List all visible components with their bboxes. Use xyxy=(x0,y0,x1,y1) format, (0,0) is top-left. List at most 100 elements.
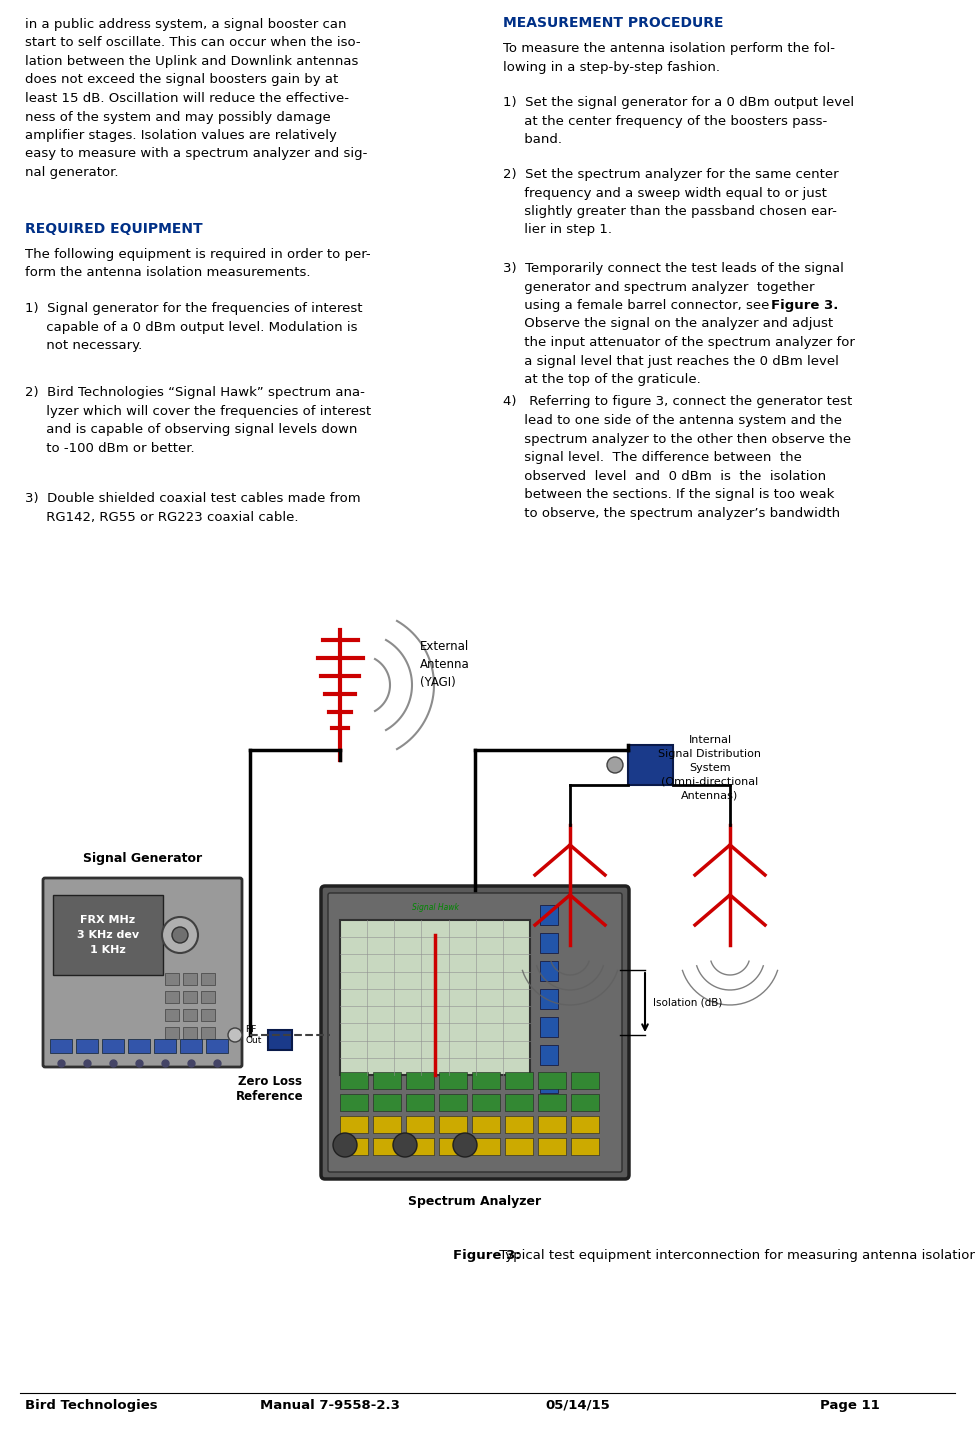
Text: The following equipment is required in order to per-: The following equipment is required in o… xyxy=(25,248,370,260)
Bar xyxy=(340,1072,368,1089)
Text: lyzer which will cover the frequencies of interest: lyzer which will cover the frequencies o… xyxy=(25,405,371,418)
Bar xyxy=(201,1027,215,1039)
Bar xyxy=(540,904,558,924)
Bar xyxy=(183,1027,197,1039)
Text: spectrum analyzer to the other then observe the: spectrum analyzer to the other then obse… xyxy=(503,432,851,445)
Bar xyxy=(340,920,530,1075)
Text: 3)  Temporarily connect the test leads of the signal: 3) Temporarily connect the test leads of… xyxy=(503,262,844,275)
Bar xyxy=(540,962,558,982)
Bar xyxy=(571,1095,599,1110)
Bar xyxy=(406,1072,434,1089)
Text: 2)  Set the spectrum analyzer for the same center: 2) Set the spectrum analyzer for the sam… xyxy=(503,167,838,180)
Text: Manual 7-9558-2.3: Manual 7-9558-2.3 xyxy=(260,1400,400,1412)
Bar xyxy=(540,1045,558,1065)
Text: RF
Out: RF Out xyxy=(245,1025,261,1045)
Bar xyxy=(571,1138,599,1155)
Text: lier in step 1.: lier in step 1. xyxy=(503,223,612,236)
Circle shape xyxy=(393,1133,417,1158)
Bar xyxy=(571,1116,599,1133)
Text: lowing in a step-by-step fashion.: lowing in a step-by-step fashion. xyxy=(503,60,720,73)
Bar xyxy=(472,1116,500,1133)
Text: least 15 dB. Oscillation will reduce the effective-: least 15 dB. Oscillation will reduce the… xyxy=(25,92,349,104)
Text: amplifier stages. Isolation values are relatively: amplifier stages. Isolation values are r… xyxy=(25,129,337,142)
Bar xyxy=(373,1095,401,1110)
Text: slightly greater than the passband chosen ear-: slightly greater than the passband chose… xyxy=(503,205,837,218)
Circle shape xyxy=(162,917,198,953)
Bar xyxy=(340,1138,368,1155)
Circle shape xyxy=(607,757,623,773)
Bar xyxy=(183,992,197,1003)
Text: RG142, RG55 or RG223 coaxial cable.: RG142, RG55 or RG223 coaxial cable. xyxy=(25,511,298,524)
Text: 3)  Double shielded coaxial test cables made from: 3) Double shielded coaxial test cables m… xyxy=(25,492,361,505)
Bar xyxy=(540,1073,558,1093)
Bar xyxy=(538,1095,566,1110)
Text: Signal Hawk: Signal Hawk xyxy=(411,903,458,912)
Bar xyxy=(406,1138,434,1155)
Bar xyxy=(406,1116,434,1133)
Bar xyxy=(538,1116,566,1133)
Bar xyxy=(439,1138,467,1155)
Text: a signal level that just reaches the 0 dBm level: a signal level that just reaches the 0 d… xyxy=(503,355,838,368)
Bar xyxy=(165,992,179,1003)
Bar xyxy=(180,1039,202,1053)
Bar xyxy=(571,1072,599,1089)
Text: at the top of the graticule.: at the top of the graticule. xyxy=(503,373,701,386)
Bar xyxy=(76,1039,98,1053)
Bar xyxy=(505,1116,533,1133)
FancyBboxPatch shape xyxy=(321,886,629,1179)
Bar xyxy=(165,973,179,985)
Text: Observe the signal on the analyzer and adjust: Observe the signal on the analyzer and a… xyxy=(503,318,833,331)
Bar xyxy=(540,1017,558,1037)
Bar xyxy=(373,1138,401,1155)
Bar xyxy=(268,1030,292,1050)
Text: capable of a 0 dBm output level. Modulation is: capable of a 0 dBm output level. Modulat… xyxy=(25,321,358,333)
Text: to observe, the spectrum analyzer’s bandwidth: to observe, the spectrum analyzer’s band… xyxy=(503,507,840,519)
Text: 2)  Bird Technologies “Signal Hawk” spectrum ana-: 2) Bird Technologies “Signal Hawk” spect… xyxy=(25,386,365,399)
Bar xyxy=(439,1095,467,1110)
Text: Page 11: Page 11 xyxy=(820,1400,879,1412)
Text: Spectrum Analyzer: Spectrum Analyzer xyxy=(409,1195,541,1208)
Circle shape xyxy=(172,927,188,943)
Bar xyxy=(505,1138,533,1155)
Bar xyxy=(154,1039,176,1053)
Bar xyxy=(53,894,163,975)
Bar xyxy=(165,1027,179,1039)
Bar xyxy=(340,1095,368,1110)
Text: Figure 3.: Figure 3. xyxy=(771,299,838,312)
Text: ness of the system and may possibly damage: ness of the system and may possibly dama… xyxy=(25,110,331,123)
Bar xyxy=(628,746,673,786)
Bar xyxy=(183,1009,197,1020)
Bar xyxy=(505,1095,533,1110)
Bar xyxy=(373,1116,401,1133)
Bar xyxy=(165,1009,179,1020)
Text: Figure 3:: Figure 3: xyxy=(453,1249,521,1262)
Text: form the antenna isolation measurements.: form the antenna isolation measurements. xyxy=(25,266,310,279)
Text: nal generator.: nal generator. xyxy=(25,166,119,179)
Text: and is capable of observing signal levels down: and is capable of observing signal level… xyxy=(25,424,358,436)
Text: Isolation (dB): Isolation (dB) xyxy=(653,997,722,1007)
Text: lation between the Uplink and Downlink antennas: lation between the Uplink and Downlink a… xyxy=(25,54,359,69)
Text: 4)   Referring to figure 3, connect the generator test: 4) Referring to figure 3, connect the ge… xyxy=(503,395,852,408)
Text: the input attenuator of the spectrum analyzer for: the input attenuator of the spectrum ana… xyxy=(503,336,855,349)
Text: using a female barrel connector, see: using a female barrel connector, see xyxy=(503,299,773,312)
Text: 1)  Set the signal generator for a 0 dBm output level: 1) Set the signal generator for a 0 dBm … xyxy=(503,96,854,109)
Text: observed  level  and  0 dBm  is  the  isolation: observed level and 0 dBm is the isolatio… xyxy=(503,469,826,482)
Text: Internal
Signal Distribution
System
(Omni-directional
Antennas): Internal Signal Distribution System (Omn… xyxy=(658,736,761,801)
Text: between the sections. If the signal is too weak: between the sections. If the signal is t… xyxy=(503,488,835,501)
Bar xyxy=(538,1072,566,1089)
Text: Typical test equipment interconnection for measuring antenna isolation.: Typical test equipment interconnection f… xyxy=(495,1249,975,1262)
Bar xyxy=(50,1039,72,1053)
Bar xyxy=(439,1072,467,1089)
Text: not necessary.: not necessary. xyxy=(25,339,142,352)
Text: lead to one side of the antenna system and the: lead to one side of the antenna system a… xyxy=(503,414,842,426)
Bar xyxy=(439,1116,467,1133)
Bar xyxy=(102,1039,124,1053)
Bar xyxy=(406,1095,434,1110)
Bar xyxy=(201,992,215,1003)
Bar xyxy=(472,1138,500,1155)
Circle shape xyxy=(333,1133,357,1158)
Text: FRX MHz
3 KHz dev
1 KHz: FRX MHz 3 KHz dev 1 KHz xyxy=(77,916,139,954)
Text: at the center frequency of the boosters pass-: at the center frequency of the boosters … xyxy=(503,114,827,127)
Text: Zero Loss
Reference: Zero Loss Reference xyxy=(236,1075,304,1103)
Bar xyxy=(472,1095,500,1110)
